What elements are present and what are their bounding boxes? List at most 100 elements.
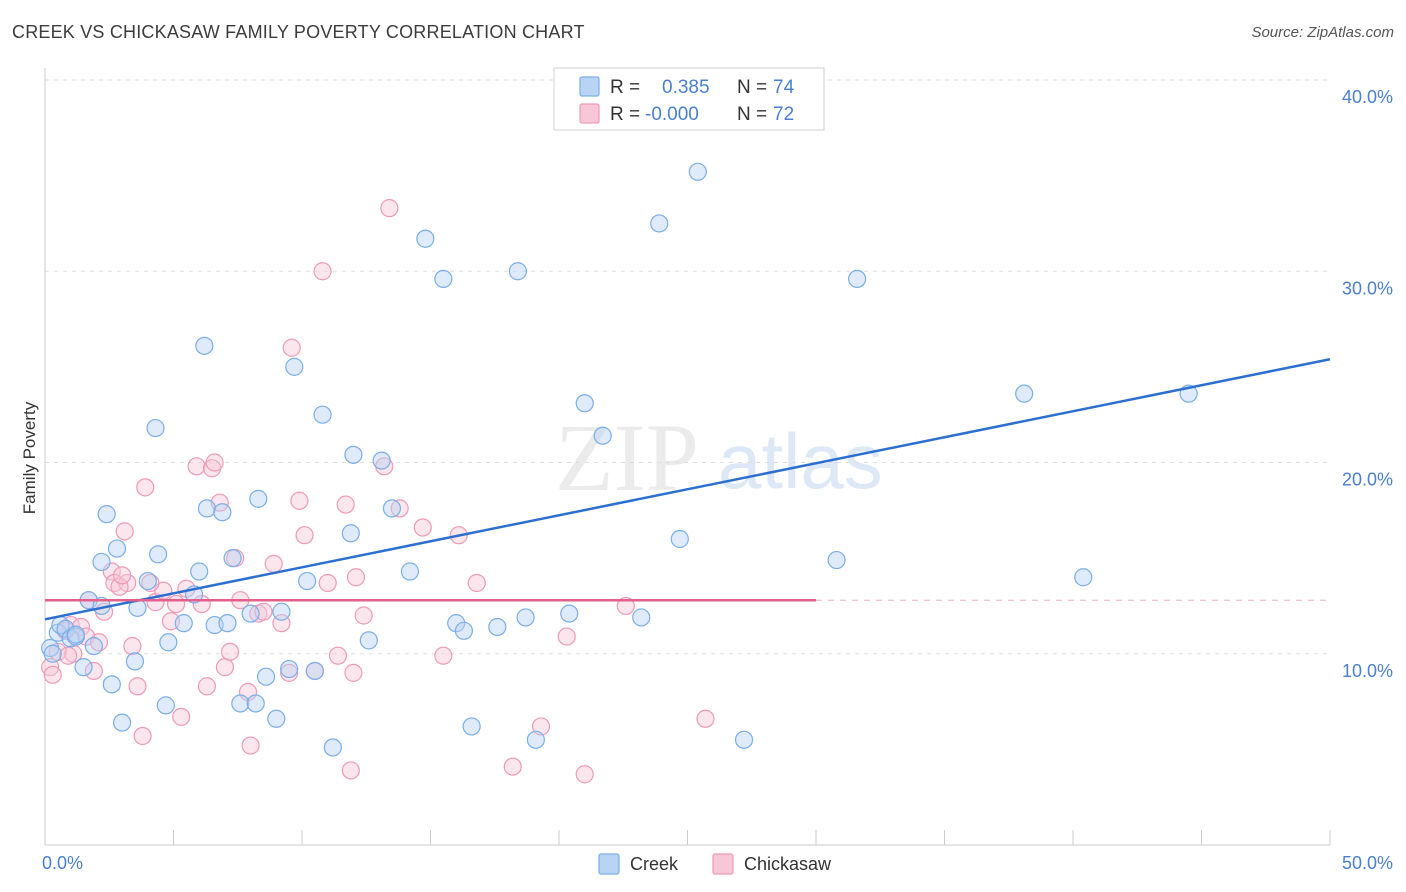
- creek-point: [827, 550, 846, 570]
- chickasaw-point: [187, 457, 206, 476]
- creek-point: [249, 489, 268, 508]
- stats-legend: R = 0.385 N = 74 R = -0.000 N = 72: [553, 67, 825, 131]
- watermark-atlas: atlas: [718, 417, 883, 505]
- creek-point: [285, 357, 304, 376]
- chickasaw-point: [59, 646, 78, 665]
- creek-point: [74, 658, 93, 677]
- chickasaw-point: [503, 757, 522, 776]
- creek-point: [462, 717, 481, 736]
- creek-point: [267, 709, 286, 728]
- chickasaw-point: [141, 573, 160, 593]
- chickasaw-point: [280, 663, 299, 682]
- chickasaw-point: [84, 661, 103, 681]
- chickasaw-point: [197, 677, 217, 696]
- creek-point: [650, 214, 669, 233]
- chickasaw-point: [43, 665, 62, 684]
- chickasaw-point: [354, 606, 373, 625]
- watermark-zip: ZIP: [555, 404, 699, 511]
- y-tick-label: 30.0%: [1342, 278, 1393, 298]
- chickasaw-point: [336, 495, 355, 514]
- chickasaw-point: [295, 526, 314, 545]
- series-legend: Creek Chickasaw: [598, 853, 832, 875]
- creek-point: [313, 405, 332, 424]
- creek-point: [256, 667, 276, 686]
- creek-point: [632, 608, 651, 627]
- creek-point: [148, 545, 168, 564]
- chickasaw-point: [531, 717, 551, 736]
- chickasaw-point: [341, 761, 360, 780]
- chickasaw-point: [264, 554, 283, 573]
- y-tick-label: 10.0%: [1342, 661, 1393, 681]
- chickasaw-point: [346, 568, 366, 587]
- axis-ticks: 0.0% 50.0% 10.0% 20.0% 30.0% 40.0%: [42, 87, 1393, 873]
- chickasaw-point: [133, 726, 152, 746]
- creek-point: [575, 394, 594, 413]
- x-tick-label: 0.0%: [42, 853, 83, 873]
- chickasaw-point: [318, 573, 337, 593]
- creek-point: [272, 602, 291, 621]
- chickasaw-point: [115, 522, 134, 541]
- chickasaw-point: [696, 709, 715, 728]
- gridlines: [45, 79, 1330, 655]
- chickasaw-point: [241, 736, 260, 755]
- creek-point: [508, 262, 527, 281]
- creek-point: [516, 608, 535, 627]
- creek-point: [593, 426, 612, 445]
- chickasaw-n-label: N =: [737, 104, 767, 125]
- creek-point: [372, 451, 391, 470]
- chickasaw-point: [616, 596, 635, 616]
- chickasaw-point: [467, 573, 486, 593]
- creek-point: [734, 730, 754, 749]
- chickasaw-point: [290, 491, 309, 510]
- creek-point: [382, 499, 402, 518]
- chart-title: CREEK VS CHICKASAW FAMILY POVERTY CORREL…: [12, 22, 585, 42]
- creek-point: [195, 336, 214, 355]
- creek-point: [223, 549, 242, 568]
- creek-point: [43, 644, 62, 663]
- chickasaw-point: [434, 646, 453, 665]
- chickasaw-r-value: -0.000: [645, 104, 699, 125]
- creek-points: [41, 162, 1198, 757]
- chickasaw-point: [205, 453, 224, 472]
- creek-point: [112, 713, 132, 732]
- creek-point: [400, 562, 420, 581]
- chickasaw-point: [128, 677, 147, 696]
- creek-point: [488, 617, 507, 637]
- creek-point: [670, 529, 689, 549]
- creek-n-label: N =: [737, 77, 767, 98]
- creek-point: [323, 738, 342, 757]
- creek-point: [92, 552, 111, 572]
- trend-lines: [44, 357, 1331, 621]
- creek-r-label: R =: [610, 77, 640, 98]
- chickasaw-point: [557, 627, 576, 646]
- creek-legend-swatch: [579, 76, 600, 97]
- source-label: Source: ZipAtlas.com: [1251, 24, 1394, 41]
- creek-point: [434, 269, 453, 288]
- creek-point: [344, 445, 363, 464]
- creek-point: [107, 539, 127, 558]
- creek-point: [848, 269, 867, 288]
- creek-point: [241, 604, 260, 623]
- creek-point: [156, 696, 175, 715]
- chickasaw-series-label: Chickasaw: [744, 854, 832, 874]
- chickasaw-point: [413, 518, 432, 537]
- y-axis-title: Family Poverty: [20, 401, 39, 514]
- chickasaw-point: [110, 577, 129, 596]
- creek-point: [341, 524, 360, 543]
- chickasaw-r-label: R =: [610, 104, 640, 125]
- creek-point: [416, 229, 435, 248]
- chickasaw-point: [136, 478, 155, 497]
- creek-point: [190, 562, 209, 581]
- creek-point: [305, 661, 324, 681]
- creek-point: [125, 652, 145, 671]
- creek-point: [246, 694, 265, 713]
- chickasaw-point: [344, 663, 363, 682]
- chickasaw-point: [313, 262, 332, 281]
- creek-point: [688, 162, 707, 181]
- creek-point: [174, 614, 193, 633]
- chickasaw-point: [112, 566, 132, 585]
- creek-point: [447, 614, 466, 633]
- creek-point: [231, 694, 250, 713]
- creek-point: [1074, 568, 1093, 587]
